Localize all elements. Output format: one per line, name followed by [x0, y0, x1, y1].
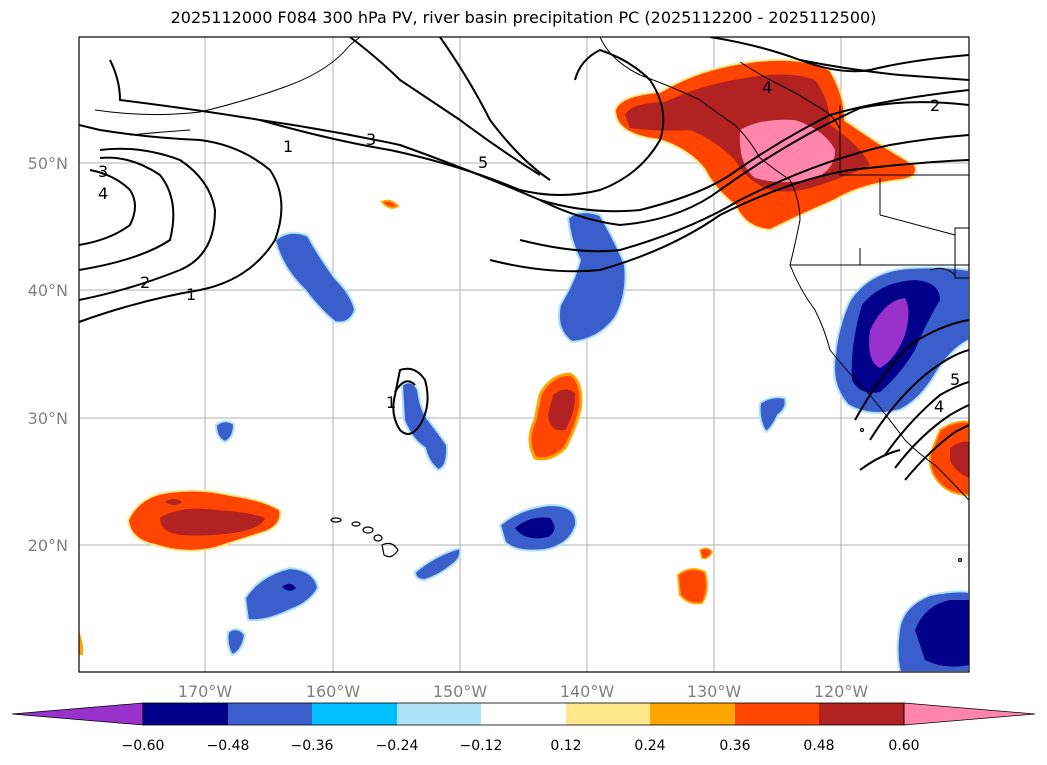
contour-labels: 1 3 5 2 4 3 4 2 1 1 4 5 — [98, 78, 960, 416]
contour-label: 4 — [934, 397, 944, 416]
colorbar-ticks: −0.60 −0.48 −0.36 −0.24 −0.12 0.12 0.24 … — [122, 738, 920, 754]
precip-negative-3 — [400, 381, 449, 472]
lon-label: 140°W — [560, 682, 615, 701]
lon-label: 170°W — [178, 682, 233, 701]
colorbar-segment — [397, 703, 481, 725]
contour-label: 2 — [930, 96, 940, 115]
colorbar-segment — [819, 703, 904, 725]
precip-negative-6 — [413, 546, 462, 582]
colorbar-tick: −0.60 — [122, 738, 165, 754]
contour-label: 1 — [283, 137, 293, 156]
precip-positive-small-2 — [699, 547, 713, 560]
lon-label: 130°W — [687, 682, 742, 701]
precip-negative-7 — [243, 566, 320, 622]
lat-label: 40°N — [28, 281, 68, 300]
plot-border — [78, 36, 970, 673]
precip-negative-southeast — [896, 590, 969, 672]
precip-positive-small-1 — [676, 568, 708, 605]
precip-negative-1 — [273, 231, 357, 324]
precip-positive-edge — [79, 632, 84, 655]
colorbar-tick: 0.60 — [888, 738, 919, 754]
contour-label: 3 — [98, 162, 108, 181]
colorbar-segment — [566, 703, 650, 725]
precip-positive-central-pacific — [126, 489, 282, 552]
colorbar-tick: −0.12 — [460, 738, 503, 754]
lat-label: 20°N — [28, 536, 68, 555]
contour-label: 5 — [950, 370, 960, 389]
contour-label: 2 — [140, 273, 150, 292]
colorbar-tick: 0.48 — [803, 738, 834, 754]
colorbar-tick: 0.24 — [634, 738, 665, 754]
latitude-labels: 50°N 40°N 30°N 20°N — [28, 154, 68, 555]
coastlines — [94, 37, 969, 501]
lat-label: 50°N — [28, 154, 68, 173]
colorbar-right-extension — [903, 702, 1036, 726]
colorbar-tick: 0.12 — [550, 738, 581, 754]
contour-label: 1 — [386, 393, 396, 412]
map-title: 2025112000 F084 300 hPa PV, river basin … — [170, 8, 877, 27]
colorbar: −0.60 −0.48 −0.36 −0.24 −0.12 0.12 0.24 … — [11, 702, 1036, 754]
colorbar-segment — [312, 703, 397, 725]
contour-label: 5 — [478, 153, 488, 172]
lon-label: 120°W — [814, 682, 869, 701]
precip-negative-4b — [498, 503, 578, 552]
colorbar-tick: −0.24 — [376, 738, 419, 754]
contour-label: 3 — [366, 130, 376, 149]
precip-negative-california — [832, 266, 969, 415]
precip-negative-5 — [758, 396, 787, 434]
pv-contours — [79, 37, 969, 481]
colorbar-segment — [228, 703, 312, 725]
colorbar-left-extension — [11, 702, 144, 726]
colorbar-tick: −0.36 — [291, 738, 334, 754]
longitude-labels: 170°W 160°W 150°W 140°W 130°W 120°W — [178, 682, 869, 701]
lat-label: 30°N — [28, 409, 68, 428]
hawaiian-islands — [330, 427, 963, 563]
precip-negative-2 — [557, 211, 627, 344]
contour-label: 4 — [762, 78, 772, 97]
colorbar-tick: −0.48 — [207, 738, 250, 754]
precip-positive-baja — [928, 420, 969, 497]
precip-negative-8 — [226, 628, 247, 657]
lon-label: 150°W — [433, 682, 488, 701]
colorbar-segment — [650, 703, 735, 725]
precip-positive-small-3 — [380, 199, 400, 209]
colorbar-segment — [143, 703, 228, 725]
colorbar-segment — [735, 703, 819, 725]
precip-negative-4 — [214, 420, 236, 444]
colorbar-segment — [481, 703, 566, 725]
precip-positive-subtropical — [528, 372, 583, 461]
contour-label: 1 — [186, 285, 196, 304]
lon-label: 160°W — [306, 682, 361, 701]
precip-positive-pacific-northwest — [613, 58, 917, 232]
colorbar-tick: 0.36 — [719, 738, 750, 754]
contour-label: 4 — [98, 184, 108, 203]
